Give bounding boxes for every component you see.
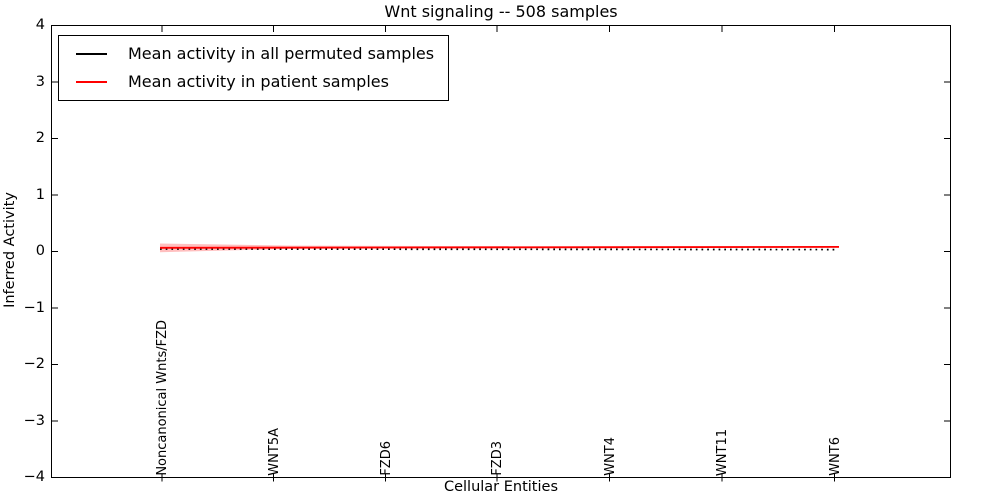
x-axis-ticks-top xyxy=(161,26,835,32)
y-tick-label: −3 xyxy=(23,413,45,429)
legend: Mean activity in all permuted samples Me… xyxy=(58,35,450,101)
x-tick-label: WNT6 xyxy=(827,437,843,476)
x-tick-label: FZD3 xyxy=(490,441,505,476)
y-tick-label: 0 xyxy=(35,243,45,259)
legend-entry-patient: Mean activity in patient samples xyxy=(73,72,434,91)
legend-label: Mean activity in patient samples xyxy=(128,72,389,91)
y-axis-ticks-left xyxy=(52,25,58,478)
patient-mean-line xyxy=(159,245,840,249)
legend-label: Mean activity in all permuted samples xyxy=(128,44,435,63)
x-tick-label: FZD6 xyxy=(378,441,394,476)
x-tick-label: Noncanonical Wnts/FZD xyxy=(155,320,170,476)
y-tick-label: 3 xyxy=(35,74,45,90)
x-tick-label: WNT11 xyxy=(715,428,730,476)
x-tick-label: WNT4 xyxy=(602,437,618,476)
y-tick-label: −1 xyxy=(23,300,45,316)
y-tick-label: −4 xyxy=(23,469,45,485)
chart-title: Wnt signaling -- 508 samples xyxy=(384,2,618,21)
permuted-mean-line xyxy=(159,248,839,251)
y-tick-label: −2 xyxy=(23,356,45,372)
y-tick-label: 1 xyxy=(35,187,45,203)
legend-entry-permuted: Mean activity in all permuted samples xyxy=(73,44,434,63)
x-tick-label: WNT5A xyxy=(266,428,282,476)
y-axis-ticks-right xyxy=(944,25,950,478)
x-axis-ticks-bottom xyxy=(161,473,835,482)
y-tick-label: 4 xyxy=(35,17,45,33)
plot-border xyxy=(51,25,951,478)
red-line-swatch-icon xyxy=(76,80,107,83)
y-tick-label: 2 xyxy=(35,130,45,146)
black-line-swatch-icon xyxy=(76,52,107,55)
x-axis-label: Cellular Entities xyxy=(443,479,559,495)
